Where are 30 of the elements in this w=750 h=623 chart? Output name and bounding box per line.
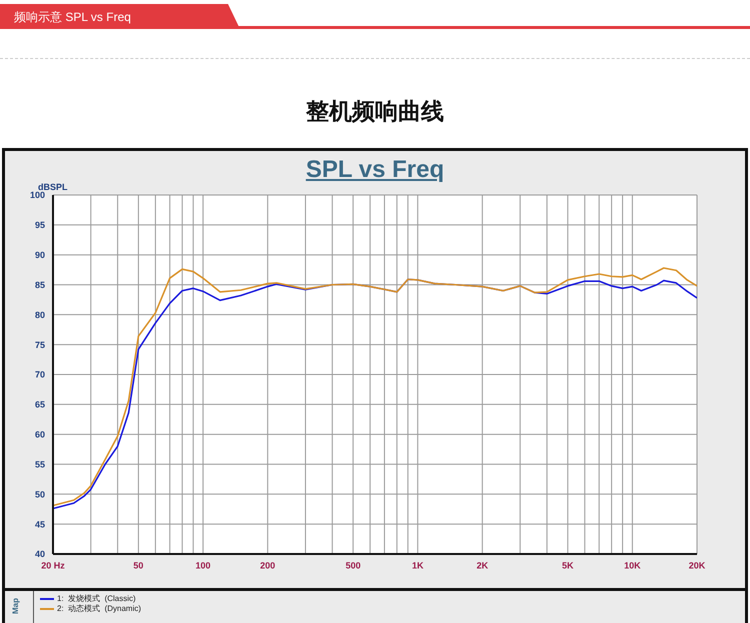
y-tick-label: 75 [34, 340, 45, 350]
y-tick-label: 80 [34, 310, 45, 320]
x-tick-label: 10K [624, 560, 642, 570]
y-tick-label: 85 [34, 280, 45, 290]
y-tick-label: 45 [34, 519, 45, 530]
y-tick-label: 100 [30, 190, 45, 200]
text: Map [11, 598, 20, 614]
x-tick-label: 500 [346, 560, 361, 570]
legend-label: 1: 发烧模式 (Classic) [57, 594, 136, 604]
x-tick-label: 50 [133, 560, 144, 570]
y-tick-label: 40 [34, 549, 45, 560]
x-tick-label: 5K [562, 560, 574, 570]
x-tick-label: 1K [412, 560, 424, 570]
chart-subtitle: SPL vs Freq [304, 156, 446, 184]
y-tick-label: 90 [34, 250, 45, 260]
x-tick-label: 100 [196, 560, 211, 570]
text: 频响示意 SPL vs Freq [14, 9, 131, 26]
y-tick-label: 65 [34, 400, 45, 410]
x-tick-label: 2K [476, 560, 489, 570]
legend-label: 2: 动态模式 (Dynamic) [57, 604, 142, 614]
y-tick-label: 70 [34, 370, 45, 380]
y-tick-label: 95 [34, 220, 45, 230]
chart-title: 整机频响曲线 [305, 97, 445, 126]
x-tick-label: 200 [260, 560, 276, 570]
x-tick-label: 20K [688, 560, 706, 570]
y-tick-label: 55 [34, 459, 45, 470]
x-tick-label: 20 Hz [41, 560, 66, 570]
y-tick-label: 60 [34, 430, 45, 440]
y-axis-title: dBSPL [38, 182, 68, 192]
y-tick-label: 50 [34, 489, 45, 500]
